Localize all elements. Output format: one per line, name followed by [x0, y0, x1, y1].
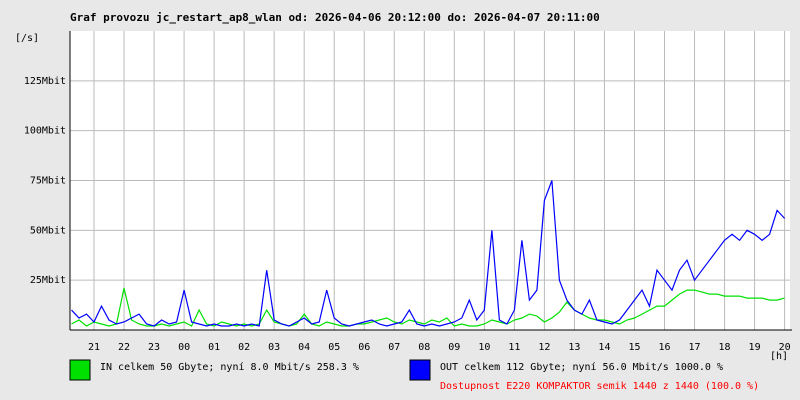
x-tick-label: 16: [658, 342, 670, 353]
x-tick-label: 02: [238, 342, 250, 353]
series-line: [71, 287, 785, 327]
x-tick-label: 18: [719, 342, 731, 353]
y-axis-label: [/s]: [15, 33, 39, 44]
y-tick-label: 75Mbit: [30, 176, 66, 187]
y-tick-label: 50Mbit: [30, 225, 66, 236]
x-tick-label: 06: [358, 342, 370, 353]
x-tick-label: 22: [118, 342, 130, 353]
x-tick-label: 08: [418, 342, 430, 353]
legend-swatch: [69, 359, 91, 381]
x-tick-label: 10: [478, 342, 490, 353]
x-tick-label: 05: [328, 342, 340, 353]
x-tick-label: 01: [208, 342, 220, 353]
y-tick-label: 125Mbit: [24, 76, 66, 87]
chart-title: Graf provozu jc_restart_ap8_wlan od: 202…: [70, 11, 600, 24]
y-tick-label: 25Mbit: [30, 275, 66, 286]
legend-label: IN celkem 50 Gbyte; nyní 8.0 Mbit/s 258.…: [100, 361, 359, 373]
x-tick-label: 00: [178, 342, 190, 353]
x-tick-label: 19: [749, 342, 761, 353]
x-tick-label: 12: [538, 342, 550, 353]
y-tick-label: 100Mbit: [24, 126, 66, 137]
x-tick-label: 15: [628, 342, 640, 353]
x-tick-label: 23: [148, 342, 160, 353]
annotation: Dostupnost E220 KOMPAKTOR semik 1440 z 1…: [440, 381, 759, 392]
x-tick-label: 03: [268, 342, 280, 353]
x-axis-label: [h]: [770, 351, 788, 362]
x-tick-label: 07: [388, 342, 400, 353]
legend-swatch: [409, 359, 431, 381]
x-tick-label: 21: [88, 342, 100, 353]
x-tick-label: 17: [688, 342, 700, 353]
x-tick-label: 14: [598, 342, 610, 353]
x-tick-label: 04: [298, 342, 310, 353]
x-tick-label: 20: [779, 342, 791, 353]
series-line: [71, 180, 786, 327]
x-tick-label: 13: [568, 342, 580, 353]
legend-label: OUT celkem 112 Gbyte; nyní 56.0 Mbit/s 1…: [440, 361, 723, 373]
x-tick-label: 09: [448, 342, 460, 353]
x-tick-label: 11: [508, 342, 520, 353]
